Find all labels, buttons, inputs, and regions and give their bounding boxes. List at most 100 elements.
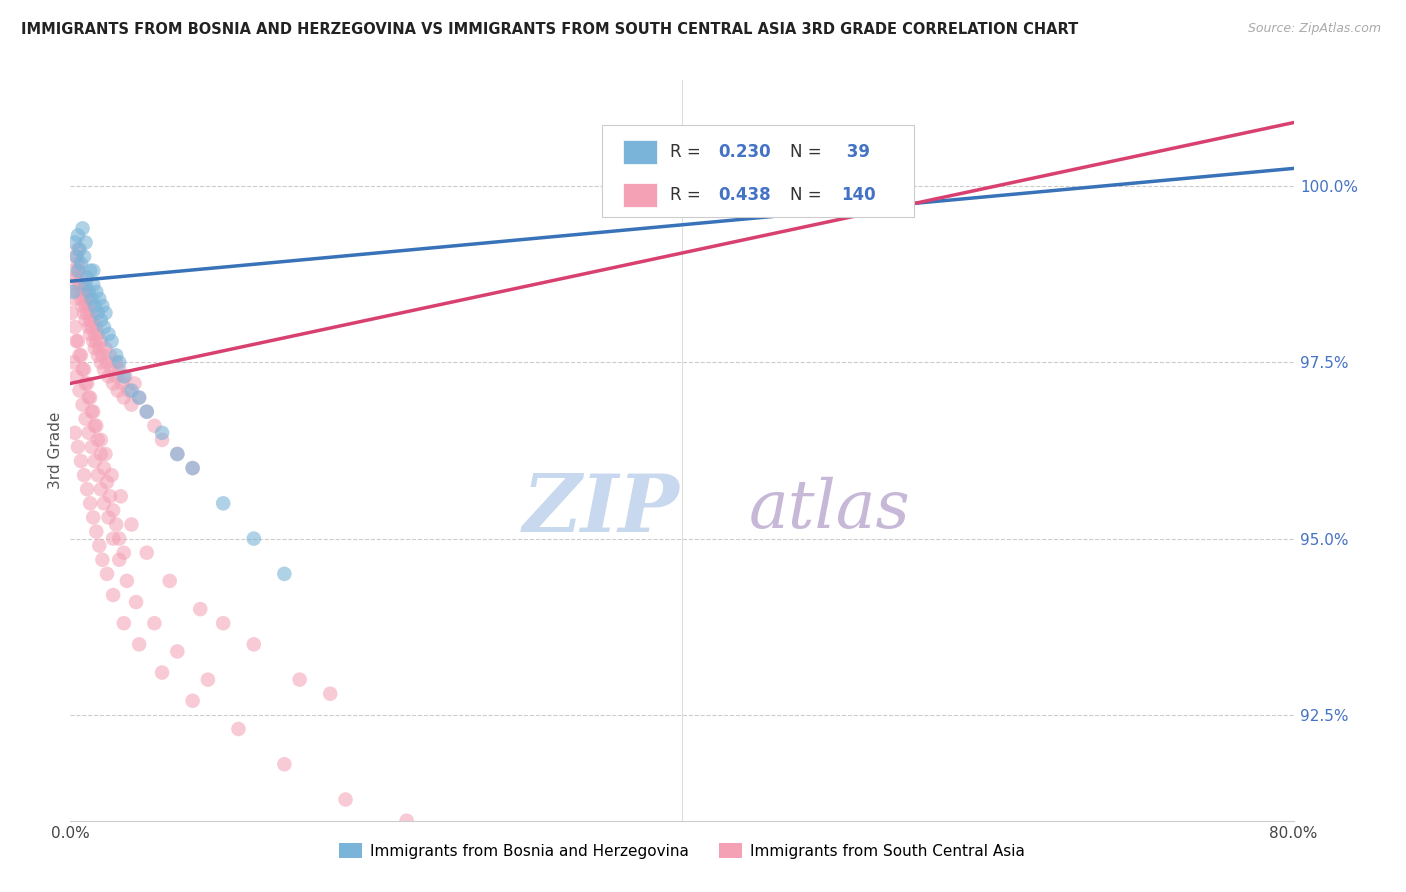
Text: ZIP: ZIP [523,471,679,549]
Point [72,277,94,292]
Point [89,341,111,355]
Y-axis label: 3rd Grade: 3rd Grade [48,412,63,489]
Point [70,454,93,468]
Point [63,320,86,334]
Point [80,405,103,419]
Point [84,334,107,348]
Point [73,306,96,320]
Point [77,299,100,313]
Point [101,588,124,602]
Point [90,313,112,327]
Point [83,454,105,468]
Point [93,362,115,376]
Point [79,313,101,327]
Point [108,532,131,546]
Point [82,334,104,348]
Point [65,369,87,384]
Point [114,369,136,384]
Point [79,327,101,342]
Point [181,694,204,708]
Point [75,299,97,313]
Text: atlas: atlas [749,477,911,542]
Point [181,461,204,475]
Point [90,447,112,461]
Point [62,355,84,369]
Point [75,411,97,425]
Point [93,320,115,334]
Text: 140: 140 [841,186,876,203]
Text: 0.438: 0.438 [718,186,772,203]
Point [125,595,148,609]
Point [82,313,104,327]
Point [75,277,97,292]
Point [76,306,98,320]
Point [84,285,107,299]
Point [159,574,181,588]
Point [98,489,121,503]
Point [97,327,120,342]
Point [112,546,135,560]
Point [82,263,104,277]
Point [121,384,143,398]
Point [90,334,112,348]
Point [101,503,124,517]
Point [96,475,118,490]
Text: 39: 39 [841,144,870,161]
Point [62,277,84,292]
Point [166,447,188,461]
Point [124,376,146,391]
Text: R =: R = [669,144,706,161]
FancyBboxPatch shape [602,125,914,218]
Point [89,539,111,553]
Point [94,341,117,355]
Point [66,440,89,454]
Point [188,602,211,616]
Point [128,391,150,405]
Point [84,418,107,433]
Point [135,405,157,419]
Point [75,313,97,327]
Point [135,405,157,419]
Point [93,496,115,510]
Point [76,292,98,306]
Point [212,616,235,631]
Point [83,299,105,313]
Point [197,673,219,687]
Point [80,440,103,454]
Point [101,532,124,546]
Point [82,405,104,419]
Point [70,270,93,285]
Bar [623,183,658,207]
Point [84,320,107,334]
Point [108,355,131,369]
Point [87,348,110,362]
Point [94,306,117,320]
Text: N =: N = [790,186,827,203]
Text: Source: ZipAtlas.com: Source: ZipAtlas.com [1247,22,1381,36]
Text: N =: N = [790,144,827,161]
Point [89,292,111,306]
Point [80,306,103,320]
Point [87,468,110,483]
Point [150,433,173,447]
Point [90,482,112,496]
Point [77,391,100,405]
Point [110,489,132,503]
Point [105,369,128,384]
Point [69,348,91,362]
Point [91,553,114,567]
Point [395,814,418,828]
Point [319,687,342,701]
Point [65,334,87,348]
Point [69,384,91,398]
Point [65,250,87,264]
Point [69,263,91,277]
Point [66,243,89,257]
Point [60,306,83,320]
Point [63,425,86,440]
Point [72,299,94,313]
Point [273,566,295,581]
Point [97,510,120,524]
Point [87,327,110,342]
Point [62,285,84,299]
